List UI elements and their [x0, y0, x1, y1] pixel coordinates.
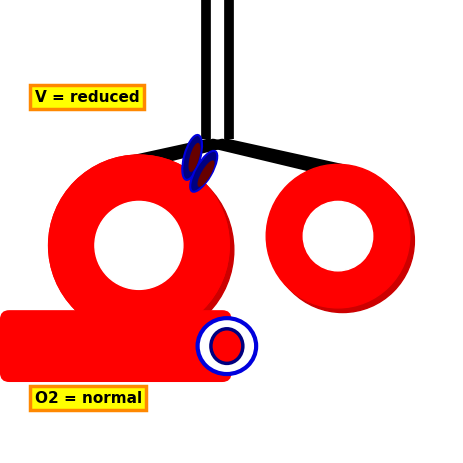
- Circle shape: [49, 155, 229, 336]
- Text: O2 = normal: O2 = normal: [35, 391, 142, 406]
- Circle shape: [271, 169, 414, 313]
- Ellipse shape: [6, 319, 28, 373]
- Ellipse shape: [190, 151, 217, 192]
- Circle shape: [266, 164, 410, 308]
- Ellipse shape: [211, 329, 243, 363]
- Text: V = reduced: V = reduced: [35, 90, 139, 105]
- Circle shape: [49, 155, 229, 336]
- Circle shape: [53, 160, 234, 340]
- Ellipse shape: [182, 135, 202, 180]
- FancyBboxPatch shape: [0, 310, 232, 382]
- Circle shape: [303, 201, 373, 271]
- Ellipse shape: [198, 160, 214, 187]
- Ellipse shape: [198, 318, 256, 374]
- Circle shape: [95, 201, 183, 289]
- Ellipse shape: [188, 143, 200, 172]
